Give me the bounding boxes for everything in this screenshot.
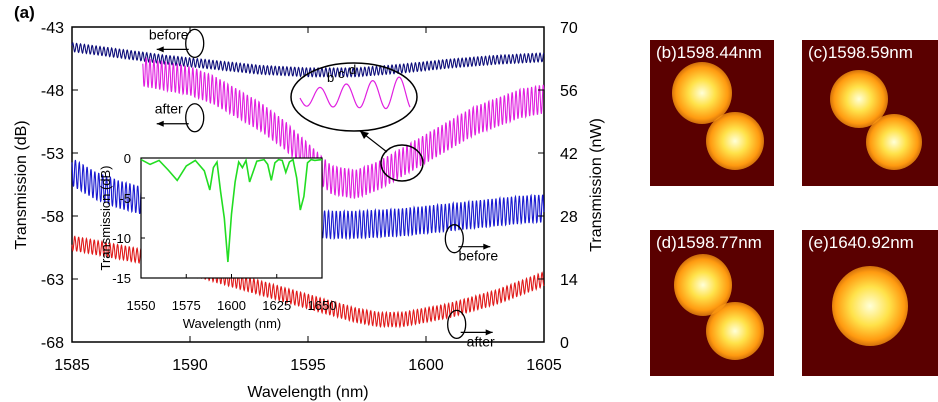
inset-y-tick-label: -15: [112, 271, 131, 286]
y2-tick-label: 0: [560, 335, 569, 352]
y2-tick-label: 42: [560, 146, 578, 163]
panel-label: (a): [14, 3, 35, 22]
y2-tick-label: 70: [560, 20, 578, 37]
mode-image-c: (c)1598.59nm: [802, 40, 938, 186]
inset-x-tick-label: 1550: [127, 298, 156, 313]
annotation-marker: [185, 103, 205, 133]
annotation-arrowhead: [156, 120, 164, 127]
y2-tick-label: 56: [560, 83, 578, 100]
x-tick-label: 1585: [54, 357, 90, 374]
y-tick-label: -68: [41, 335, 64, 352]
main-x-ticks: 1585 1590 1595 1600 1605: [54, 27, 562, 374]
zoom-callout-ellipse: [290, 62, 418, 132]
x-tick-label: 1605: [526, 357, 562, 374]
inset-x-ticks: 1550 1575 1600 1625 1650: [127, 274, 337, 313]
series-line-0: [71, 42, 545, 78]
inset-marker-d: d: [349, 62, 356, 77]
annotation-arrowhead: [485, 329, 493, 336]
series-line-1: [142, 56, 545, 199]
inset-y-tick-label: 0: [124, 151, 131, 166]
mode-image-b: (b)1598.44nm: [650, 40, 774, 186]
zoom-leader-arrowhead: [360, 131, 369, 139]
mode-lobe-lower: [706, 112, 764, 170]
x-tick-label: 1590: [172, 357, 208, 374]
x-tick-label: 1600: [408, 357, 444, 374]
zoom-callout-trace: [299, 76, 411, 110]
inset-x-tick-label: 1625: [262, 298, 291, 313]
annotation-arrowhead: [156, 46, 164, 53]
main-x-axis-label: Wavelength (nm): [247, 384, 368, 401]
mode-label-e: (e)1640.92nm: [808, 233, 914, 252]
inset-y-tick-label: -5: [119, 191, 131, 206]
inset-y-axis-label: Transmission (dB): [98, 166, 113, 271]
mode-image-d: (d)1598.77nm: [650, 230, 774, 376]
inset-x-axis-label: Wavelength (nm): [183, 316, 282, 331]
inset-series-line: [140, 157, 323, 263]
mode-lobe-lower: [866, 114, 922, 170]
y-tick-label: -53: [41, 146, 64, 163]
mode-image-e: (e)1640.92nm: [802, 230, 938, 376]
y-tick-label: -58: [41, 209, 64, 226]
zoom-source-ellipse: [380, 144, 424, 182]
main-y-axis-label: Transmission (dB): [13, 120, 30, 249]
main-annotations: before after before after: [149, 26, 499, 349]
inset-chart: 1550 1575 1600 1625 1650 0 -5 -10 -15 Wavelengt…: [98, 151, 336, 331]
annotation-2: before: [444, 224, 498, 264]
annotation-arrowhead: [483, 243, 491, 250]
annotation-text: before: [458, 248, 498, 264]
y-tick-label: -63: [41, 272, 64, 289]
annotation-3: after: [447, 309, 495, 349]
mode-label-d: (d)1598.77nm: [656, 233, 762, 252]
inset-y-ticks: 0 -5 -10 -15: [112, 151, 145, 286]
main-chart: 1585 1590 1595 1600 1605 -43-48-53-58-63-68 …: [13, 20, 605, 401]
y2-tick-label: 14: [560, 272, 578, 289]
mode-label-b: (b)1598.44nm: [656, 43, 762, 62]
y2-tick-label: 28: [560, 209, 578, 226]
mode-lobe-lower: [706, 302, 764, 360]
annotation-1: after: [155, 101, 205, 133]
annotation-text: before: [149, 26, 189, 42]
y-tick-label: -43: [41, 20, 64, 37]
mode-lobe-center: [832, 266, 908, 346]
annotation-marker: [447, 309, 467, 340]
inset-x-tick-label: 1575: [172, 298, 201, 313]
main-y-ticks: -43 -48 -53 -58 -63 -68: [41, 20, 78, 352]
inset-marker-c: c: [338, 66, 345, 81]
inset-x-tick-label: 1600: [217, 298, 246, 313]
main-y2-axis-label: Transmission (nW): [588, 118, 605, 252]
annotation-0: before: [149, 26, 205, 59]
x-tick-label: 1595: [290, 357, 326, 374]
annotation-text: after: [155, 101, 183, 117]
annotation-marker: [185, 28, 205, 59]
inset-x-tick-label: 1650: [308, 298, 337, 313]
main-y2-ticks: 70 56 42 28 14 0: [538, 20, 578, 352]
y-tick-label: -48: [41, 83, 64, 100]
mode-label-c: (c)1598.59nm: [808, 43, 913, 62]
annotation-marker: [444, 224, 464, 254]
inset-marker-b: b: [327, 70, 334, 85]
inset-y-tick-label: -10: [112, 231, 131, 246]
annotation-text: after: [467, 333, 495, 349]
